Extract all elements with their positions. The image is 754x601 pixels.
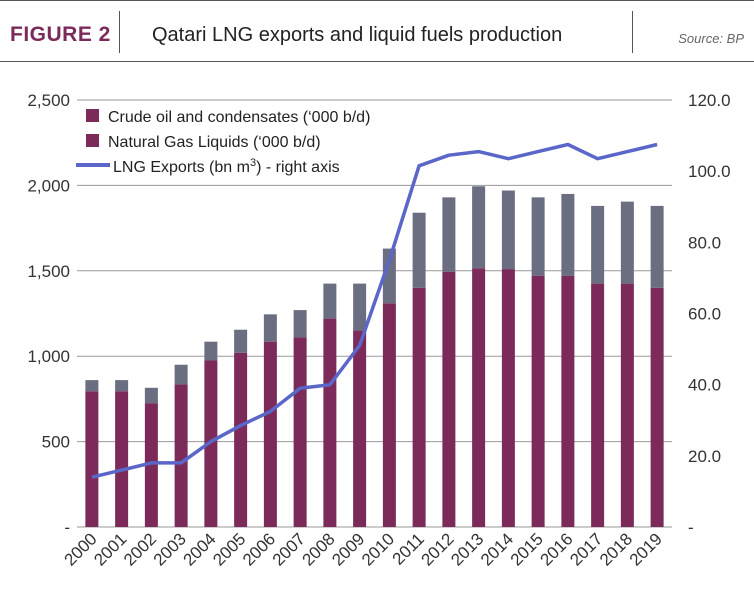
y-right-tick-label: 120.0 [688,91,731,110]
bar-ngl-2006 [263,314,277,342]
bar-ngl-2009 [353,283,367,331]
x-tick-label: 2002 [120,529,160,569]
legend-label-lng-suffix: ) - right axis [256,159,340,176]
x-tick-label: 2014 [477,529,517,569]
x-tick-label: 2001 [90,529,130,569]
bar-crude-2015 [531,275,545,527]
bar-ngl-2013 [472,186,486,269]
legend-label-lng-sup: 3 [250,157,256,169]
bar-crude-2014 [501,269,515,527]
bar-crude-2012 [442,271,456,527]
x-tick-label: 2004 [180,529,220,569]
bar-crude-2019 [650,287,664,527]
figure-header: FIGURE 2 Qatari LNG exports and liquid f… [0,0,754,62]
bar-ngl-2003 [174,364,188,385]
y-right-tick-label: 100.0 [688,162,731,181]
bar-ngl-2014 [501,190,515,270]
y-right-tick-label: 40.0 [688,376,721,395]
bar-crude-2005 [234,352,248,527]
bar-crude-2002 [144,403,158,527]
x-tick-label: 2015 [507,529,547,569]
bar-ngl-2016 [561,193,575,276]
bar-ngl-2019 [650,205,664,288]
header-divider-right [632,11,633,53]
x-tick-label: 2005 [209,529,249,569]
bar-crude-2017 [591,283,605,527]
bar-crude-2016 [561,275,575,527]
legend-label-crude: Crude oil and condensates (‘000 b/d) [108,109,370,126]
bar-crude-2010 [382,303,396,527]
figure-title: Qatari LNG exports and liquid fuels prod… [152,24,563,46]
bar-ngl-2008 [323,283,337,319]
bar-ngl-2017 [591,205,605,284]
x-tick-label: 2010 [358,529,398,569]
bar-ngl-2002 [144,387,158,404]
lng-exports-line [91,142,658,479]
bar-ngl-2007 [293,310,307,338]
bars [85,186,664,527]
x-tick-label: 2018 [596,529,636,569]
y-right-tick-label: 60.0 [688,305,721,324]
legend-swatch-crude [86,109,99,122]
bar-crude-2000 [85,391,99,527]
header-divider-left [119,11,120,53]
legend-label-lng: LNG Exports (bn m3) - right axis [113,157,340,176]
y-axis-right: - 20.0 40.0 60.0 80.0 100.0 120.0 [688,91,731,537]
bar-ngl-2015 [531,197,545,276]
y-left-tick-label: 2,500 [27,91,70,110]
bar-ngl-2018 [620,201,634,284]
y-left-tick-label: - [64,518,70,537]
x-tick-label: 2008 [299,529,339,569]
bar-crude-2018 [620,283,634,527]
bar-ngl-2000 [85,380,99,392]
bar-crude-2013 [472,268,486,527]
bar-ngl-2004 [204,341,218,361]
legend-label-ngl: Natural Gas Liquids (‘000 b/d) [108,134,321,151]
y-left-tick-label: 500 [42,433,70,452]
bar-crude-2009 [353,330,367,527]
x-tick-label: 2011 [389,529,428,568]
y-right-tick-label: 20.0 [688,447,721,466]
legend: Crude oil and condensates (‘000 b/d) Nat… [76,109,370,176]
x-tick-label: 2009 [328,529,368,569]
legend-label-lng-prefix: LNG Exports (bn m [113,159,250,176]
y-left-tick-label: 1,000 [27,347,70,366]
x-tick-label: 2003 [150,529,190,569]
x-tick-label: 2017 [566,529,606,569]
bar-crude-2001 [115,391,129,527]
bar-ngl-2010 [382,248,396,304]
bar-crude-2006 [263,341,277,527]
x-tick-label: 2007 [269,529,309,569]
bar-ngl-2012 [442,197,456,272]
x-tick-label: 2013 [447,529,487,569]
bar-crude-2011 [412,287,426,527]
bar-crude-2008 [323,318,337,527]
legend-swatch-ngl [86,134,99,147]
x-tick-label: 2019 [626,529,666,569]
y-right-tick-label: 80.0 [688,233,721,252]
y-left-tick-label: 1,500 [27,262,70,281]
x-tick-label: 2006 [239,529,279,569]
bar-ngl-2011 [412,212,426,288]
lng-line [91,142,658,479]
bar-ngl-2005 [234,329,248,353]
y-axis-left: - 500 1,000 1,500 2,000 2,500 [27,91,70,537]
y-right-tick-label: - [688,518,694,537]
x-axis: 2000200120022003200420052006200720082009… [61,529,666,569]
bar-crude-2007 [293,337,307,527]
y-left-tick-label: 2,000 [27,176,70,195]
x-tick-label: 2016 [537,529,577,569]
figure-source: Source: BP [678,31,744,46]
figure-label: FIGURE 2 [10,23,111,46]
x-tick-label: 2012 [418,529,458,569]
bar-crude-2003 [174,384,188,527]
bar-ngl-2001 [115,380,129,392]
